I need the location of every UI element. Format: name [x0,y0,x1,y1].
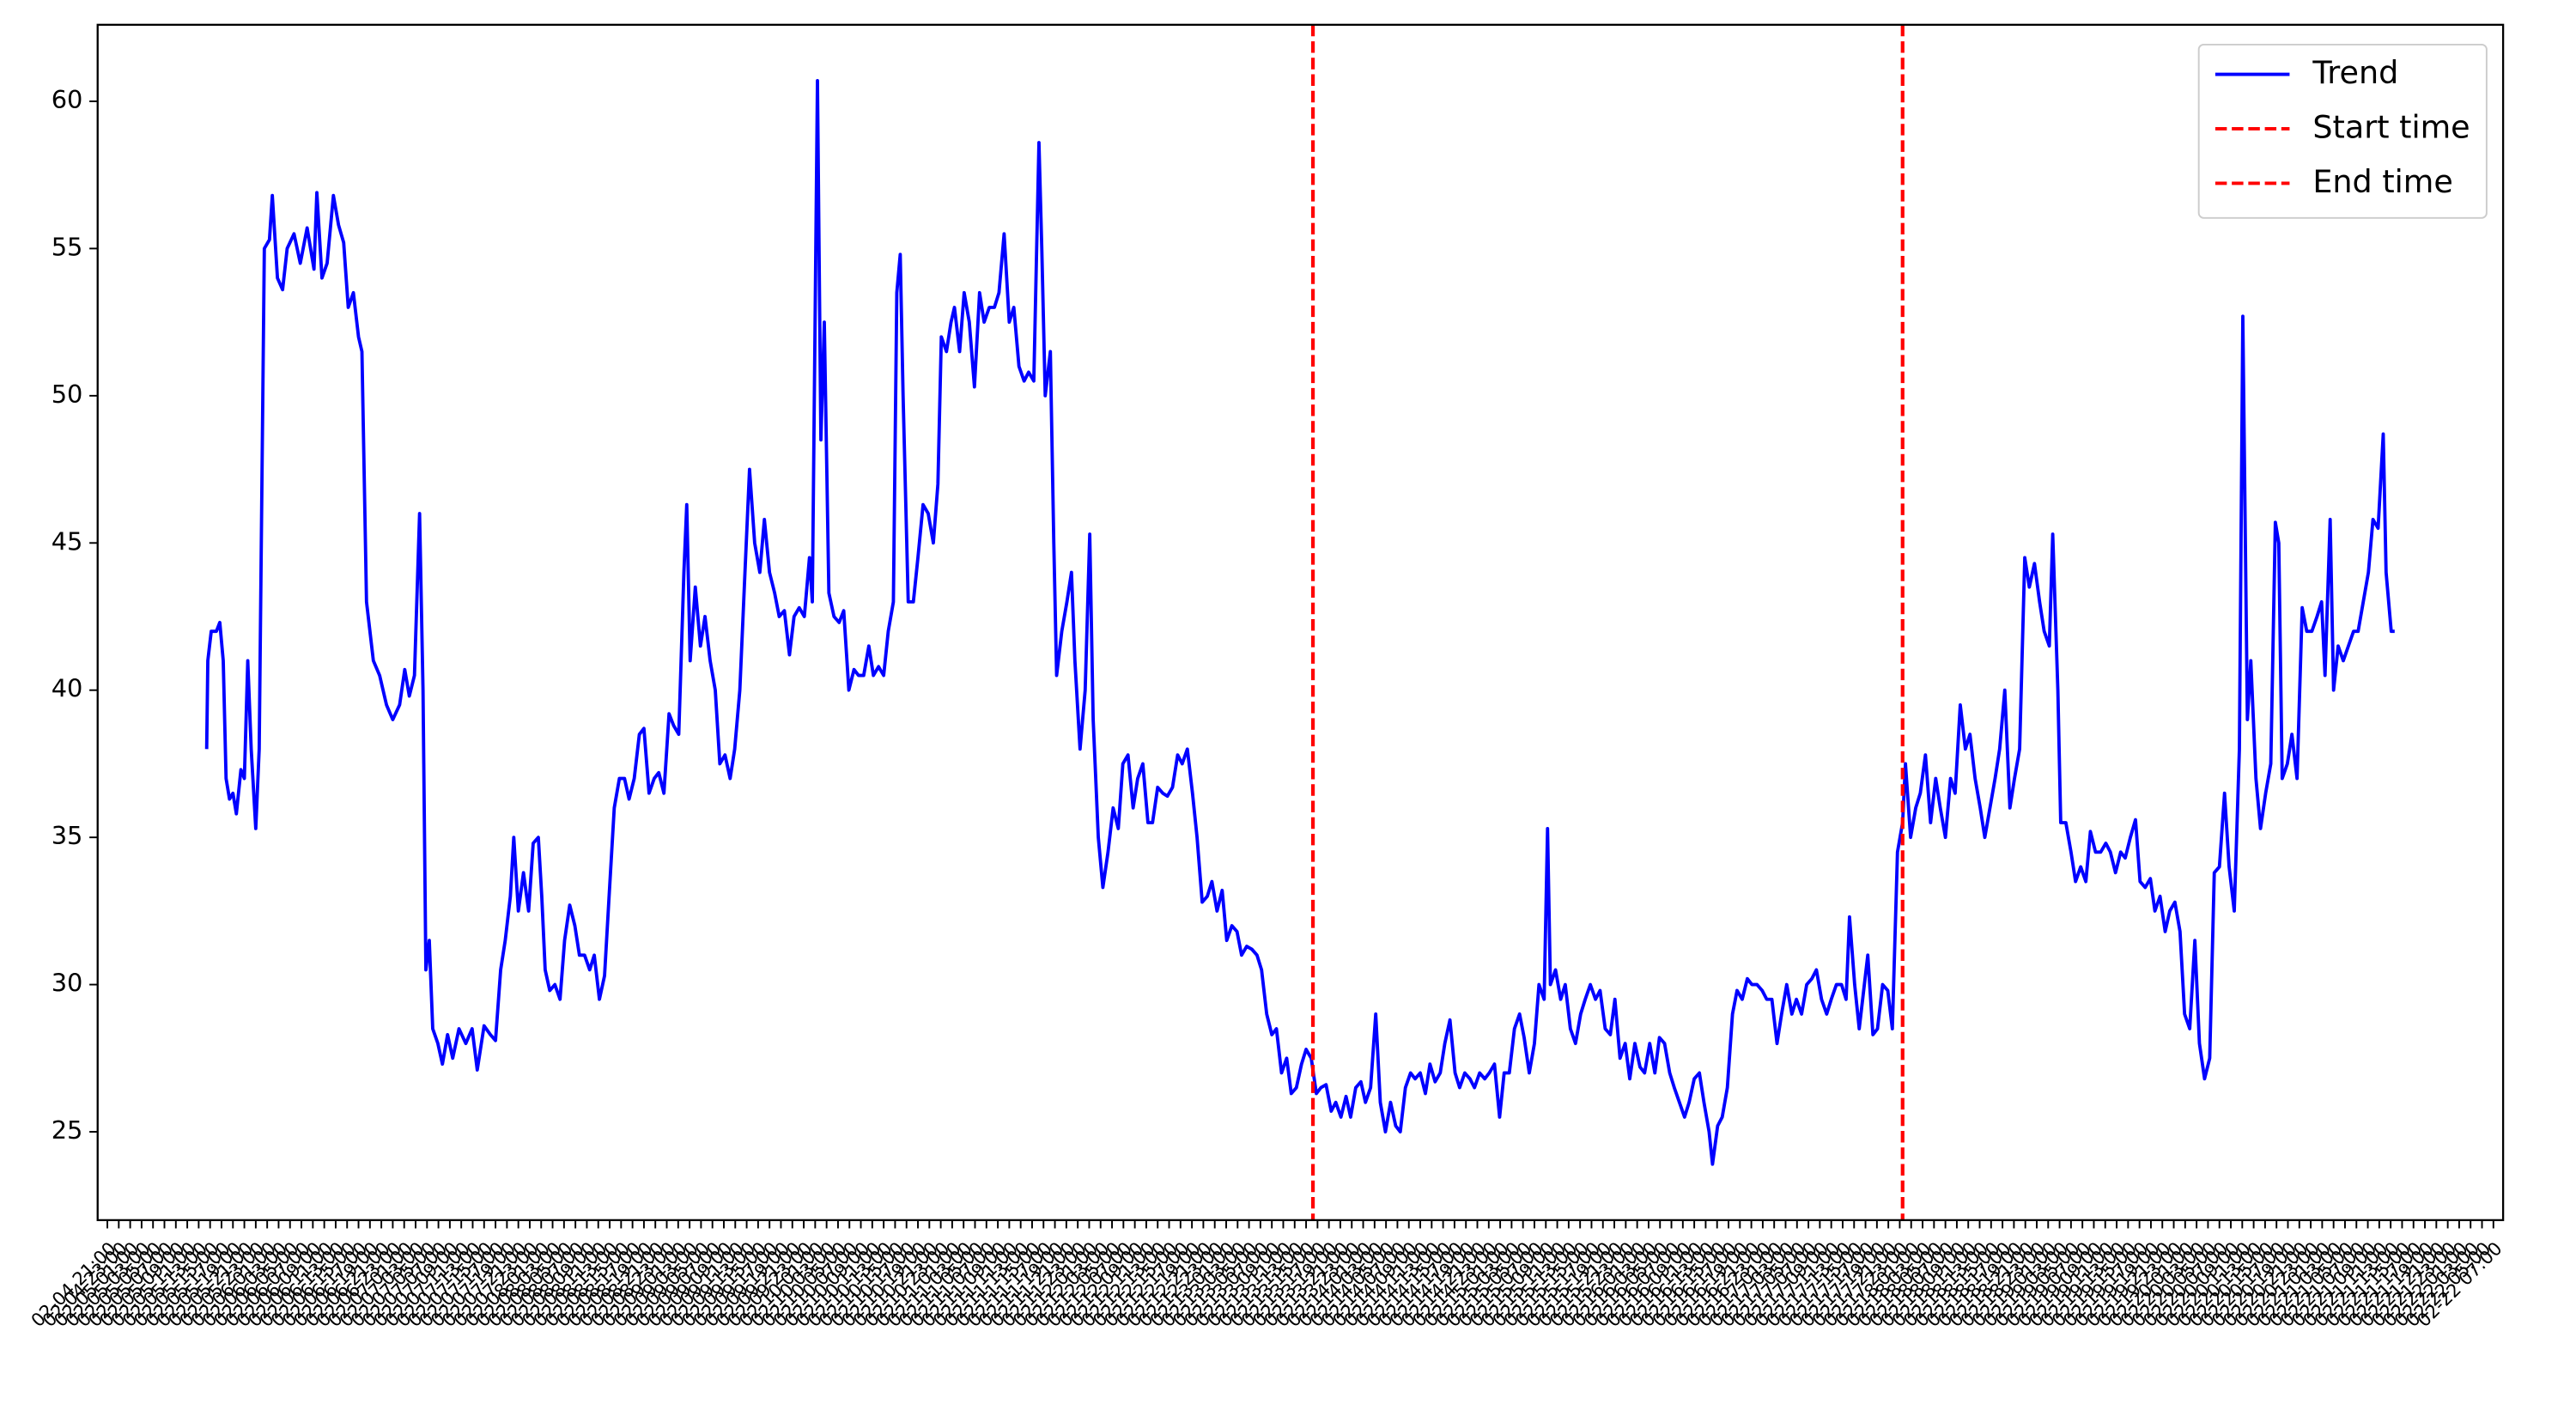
legend-label: Start time [2312,108,2470,145]
legend: Trend Start time End time [2197,43,2488,219]
y-tick-label: 45 [52,526,83,556]
y-tick-label: 35 [52,821,83,850]
axes-frame [96,23,2505,1222]
legend-label: End time [2312,163,2453,200]
y-tick-label: 40 [52,674,83,703]
y-tick-label: 30 [52,969,83,998]
y-tick-label: 50 [52,380,83,409]
y-tick-label: 25 [52,1115,83,1145]
y-tick-label: 60 [52,85,83,114]
legend-label: Trend [2312,54,2398,91]
legend-box [2197,43,2488,219]
y-tick-label: 55 [52,232,83,261]
trend-line [204,79,2395,1166]
